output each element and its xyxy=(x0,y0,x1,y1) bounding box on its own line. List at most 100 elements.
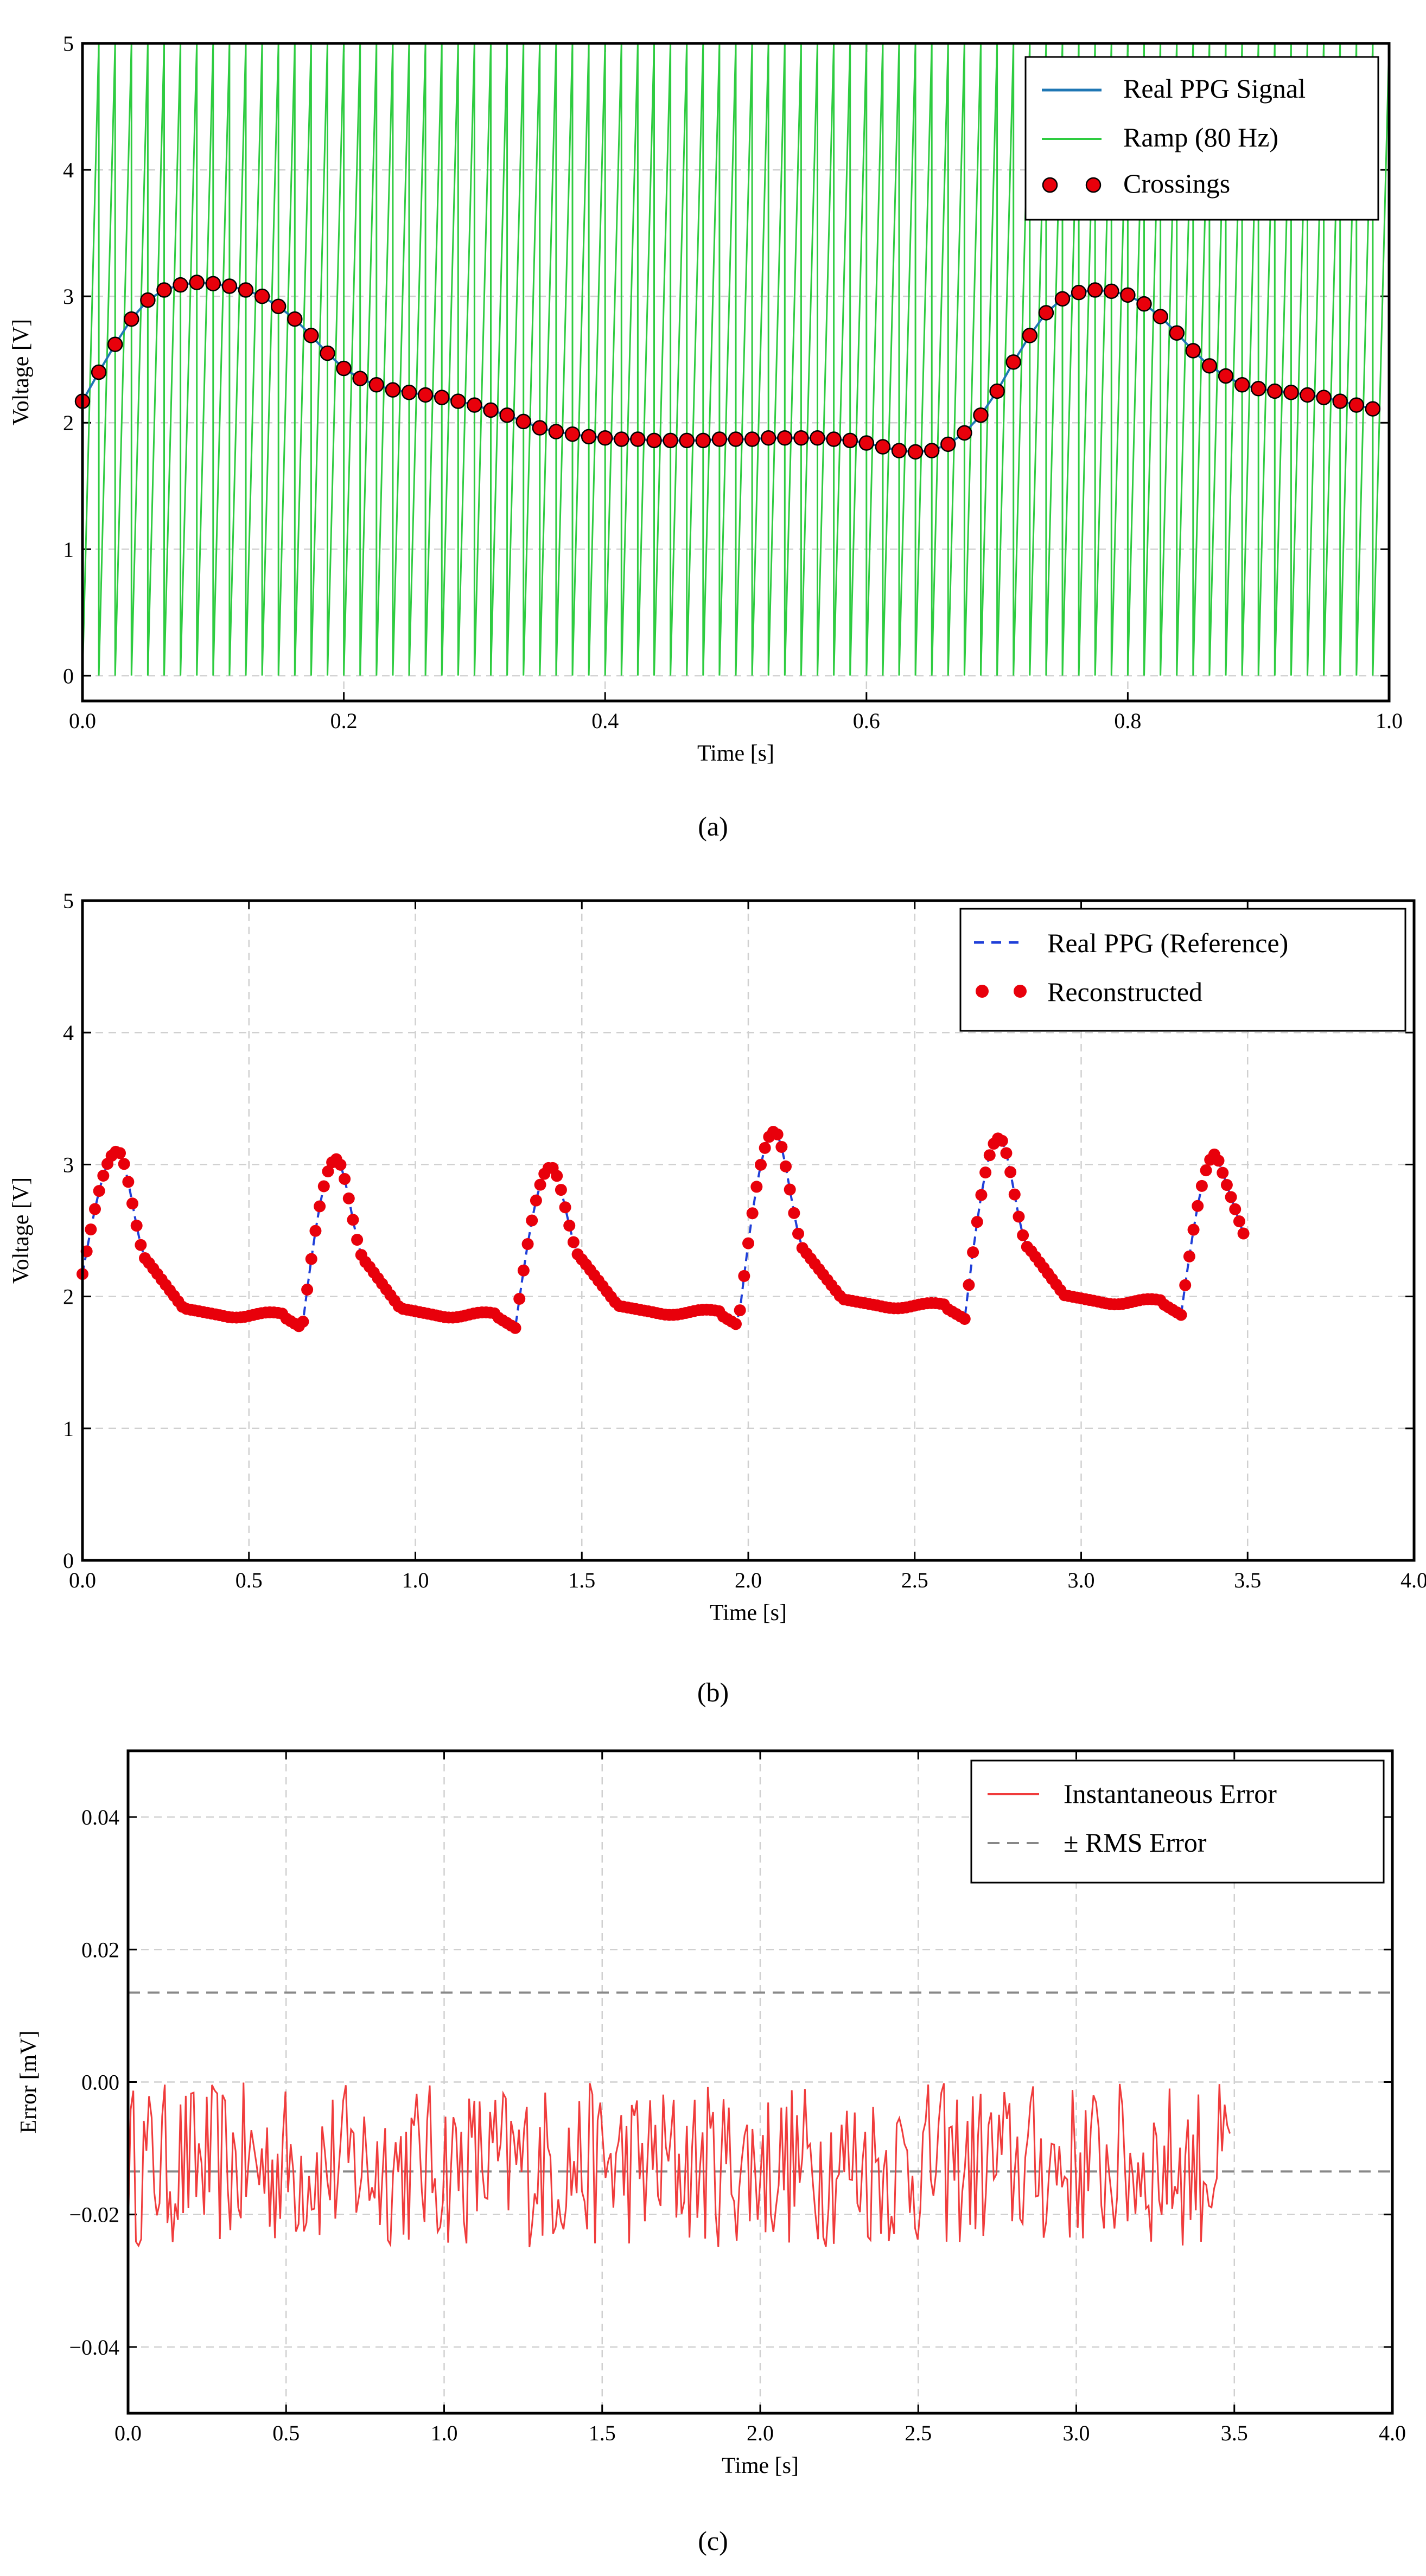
reconstructed-point xyxy=(334,1158,347,1171)
crossing-point xyxy=(467,397,482,413)
crossing-point xyxy=(368,377,385,393)
reconstructed-point xyxy=(1200,1164,1212,1177)
crossing-point xyxy=(1201,358,1218,374)
y-tick-label: 0 xyxy=(63,1548,74,1573)
reconstructed-point xyxy=(517,1264,530,1277)
legend-label: Ramp (80 Hz) xyxy=(1123,122,1278,152)
crossing-point xyxy=(924,443,940,458)
reconstructed-point xyxy=(85,1223,97,1236)
y-tick-label: 0.04 xyxy=(81,1805,119,1829)
crossing-point xyxy=(270,298,287,315)
legend-label: Real PPG Signal xyxy=(1123,73,1306,104)
reconstructed-point xyxy=(347,1214,359,1226)
crossing-point xyxy=(907,444,924,460)
x-tick-label: 2.0 xyxy=(747,2421,774,2445)
crossing-point xyxy=(205,276,221,292)
x-tick-label: 1.5 xyxy=(589,2421,616,2445)
crossing-point xyxy=(303,328,319,343)
y-tick-label: −0.04 xyxy=(69,2335,119,2360)
reconstructed-point xyxy=(784,1183,796,1196)
y-axis-label: Voltage [V] xyxy=(9,319,34,425)
error-series xyxy=(127,2082,1231,2248)
reconstructed-point xyxy=(1000,1147,1013,1159)
reconstructed-point xyxy=(1183,1250,1195,1263)
reconstructed-point xyxy=(130,1220,143,1232)
plot-frame xyxy=(81,42,1391,703)
plot-frame xyxy=(81,899,1416,1562)
reconstructed-point xyxy=(135,1239,147,1251)
crossing-point xyxy=(1169,325,1185,341)
legend-label: Reconstructed xyxy=(1047,977,1202,1007)
reconstructed-point xyxy=(309,1225,322,1237)
reconstructed-point xyxy=(742,1237,754,1249)
crossing-point xyxy=(1234,377,1250,393)
reconstructed-point xyxy=(1217,1166,1229,1179)
x-tick-label: 1.0 xyxy=(402,1568,429,1592)
crossing-point xyxy=(238,282,254,298)
reconstructed-point xyxy=(534,1178,546,1191)
legend-label: Real PPG (Reference) xyxy=(1047,928,1288,958)
reconstructed-point xyxy=(339,1172,351,1185)
crossing-point xyxy=(91,364,107,380)
y-tick-label: 5 xyxy=(63,31,74,56)
reconstructed-point xyxy=(996,1134,1008,1147)
crossing-point xyxy=(499,407,515,423)
crossing-point xyxy=(826,431,842,447)
x-axis-label: Time [s] xyxy=(710,1601,787,1625)
x-tick-label: 1.5 xyxy=(568,1568,595,1592)
reconstructed-point xyxy=(975,1189,988,1201)
reconstructed-point xyxy=(351,1234,364,1246)
crossing-point xyxy=(417,387,434,403)
crossing-point xyxy=(597,430,613,446)
legend-swatch-crossing xyxy=(1042,177,1058,193)
reconstructed-point xyxy=(1008,1188,1021,1201)
reconstructed-point xyxy=(1233,1215,1245,1228)
panel-caption: (a) xyxy=(698,811,728,841)
legend-label: Instantaneous Error xyxy=(1064,1778,1277,1809)
reconstructed-point xyxy=(746,1207,759,1220)
reconstructed-point xyxy=(792,1227,805,1240)
reconstructed-point xyxy=(738,1270,750,1282)
x-tick-label: 3.0 xyxy=(1063,2421,1090,2445)
reconstructed-point xyxy=(301,1283,314,1296)
reconstructed-point xyxy=(89,1203,101,1215)
reconstructed-point xyxy=(1229,1203,1242,1215)
x-tick-label: 0.5 xyxy=(235,1568,263,1592)
y-axis-label: Voltage [V] xyxy=(9,1177,34,1284)
y-tick-label: 0 xyxy=(63,664,74,688)
y-tick-label: 0.02 xyxy=(81,1937,119,1962)
x-tick-label: 2.0 xyxy=(735,1568,762,1592)
crossing-point xyxy=(1153,309,1168,324)
reconstructed-point xyxy=(1013,1210,1025,1223)
legend-label: ± RMS Error xyxy=(1064,1827,1207,1858)
crossing-point xyxy=(173,277,188,293)
reconstructed-point xyxy=(551,1170,563,1182)
y-tick-label: 4 xyxy=(63,1021,74,1045)
legend-label: Crossings xyxy=(1123,168,1230,199)
crossing-point xyxy=(711,431,728,447)
x-tick-label: 2.5 xyxy=(905,2421,932,2445)
crossing-point xyxy=(1087,282,1103,298)
y-axis-label: Error [mV] xyxy=(16,2030,41,2133)
crossing-point xyxy=(450,393,466,409)
legend-swatch-reconstructed xyxy=(976,985,989,998)
crossing-point xyxy=(401,385,417,400)
reconstructed-point xyxy=(780,1160,792,1172)
reconstructed-point xyxy=(93,1185,105,1197)
crossing-point xyxy=(581,429,597,445)
reconstructed-point xyxy=(771,1128,784,1140)
reconstructed-point xyxy=(734,1304,746,1317)
crossing-point xyxy=(679,432,695,449)
crossing-point xyxy=(1104,283,1119,299)
y-tick-label: 5 xyxy=(63,889,74,913)
crossing-point xyxy=(744,431,760,447)
crossing-point xyxy=(107,336,123,352)
crossing-point xyxy=(777,430,793,446)
x-tick-label: 0.2 xyxy=(330,709,358,733)
crossing-point xyxy=(287,311,303,327)
legend-swatch-reconstructed xyxy=(1014,985,1027,998)
reconstructed-point xyxy=(1212,1155,1225,1167)
crossing-point xyxy=(793,430,809,446)
crossing-point xyxy=(842,432,858,449)
